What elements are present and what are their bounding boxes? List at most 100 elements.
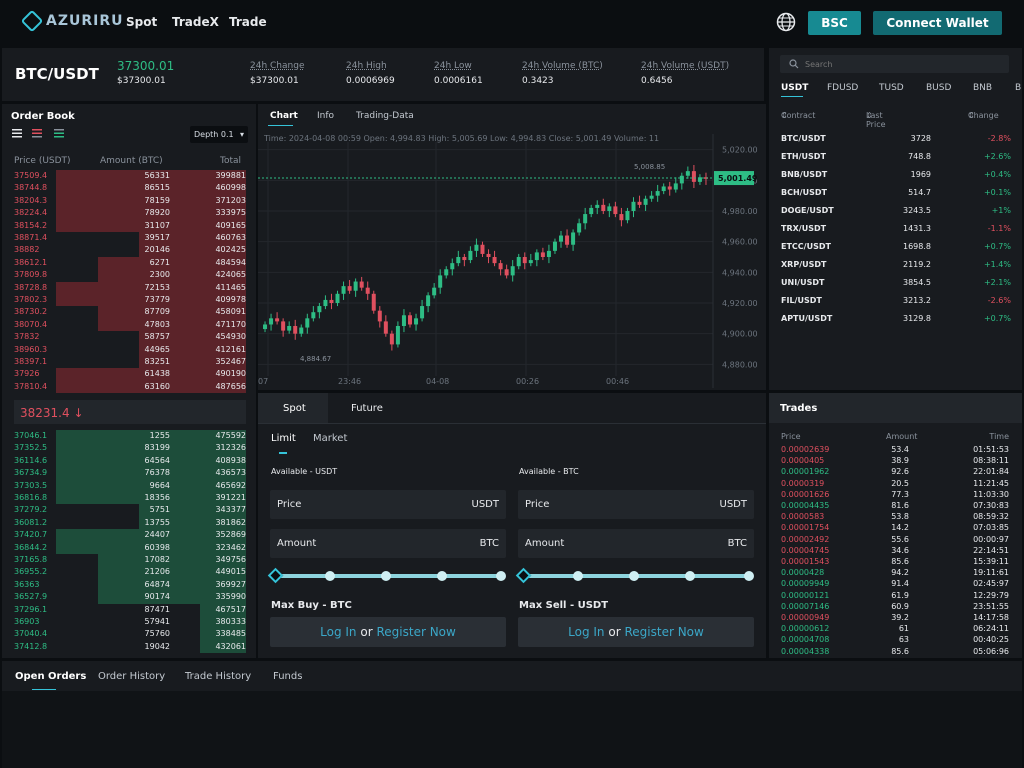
ask-price: 37832: [14, 332, 40, 342]
ask-row[interactable]: 38612.1 6271 484594: [14, 256, 246, 270]
bid-row[interactable]: 37296.1 87471 467517: [14, 603, 246, 616]
arrow-down-icon: ↓: [73, 406, 84, 420]
nav-tradex[interactable]: TradeX: [172, 15, 219, 29]
ask-row[interactable]: 37802.3 73779 409978: [14, 294, 246, 307]
sell-amount-field[interactable]: Amount BTC: [518, 529, 754, 558]
ask-row[interactable]: 38154.2 31107 409165: [14, 219, 246, 232]
sell-price-field[interactable]: Price USDT: [518, 490, 754, 519]
ask-row[interactable]: 38730.2 87709 458091: [14, 306, 246, 319]
buy-amount-field[interactable]: Amount BTC: [270, 529, 506, 558]
bid-row[interactable]: 37279.2 5751 343377: [14, 504, 246, 517]
bid-total: 369927: [215, 579, 246, 589]
ask-row[interactable]: 37810.4 63160 487656: [14, 380, 246, 394]
logo[interactable]: AZURIRU: [20, 9, 124, 33]
buy-percent-slider[interactable]: [267, 567, 506, 584]
bid-row[interactable]: 37412.8 19042 432061: [14, 640, 246, 654]
trade-time: 00:40:25: [973, 635, 1009, 645]
buy-price-field[interactable]: Price USDT: [270, 490, 506, 519]
tab-future[interactable]: Future: [351, 403, 383, 414]
tab-trade-history[interactable]: Trade History: [185, 671, 252, 682]
bids-view-icon[interactable]: [54, 129, 64, 138]
candle-body: [655, 191, 660, 196]
ask-row[interactable]: 38397.1 83251 352467: [14, 356, 246, 369]
candlestick-chart[interactable]: 5,020.005,000.004,980.004,960.004,940.00…: [258, 104, 766, 390]
login-link[interactable]: Log In: [568, 625, 605, 639]
ask-row[interactable]: 37809.8 2300 424065: [14, 269, 246, 282]
quote-tab-fdusd[interactable]: FDUSD: [827, 83, 859, 93]
register-link[interactable]: Register Now: [376, 625, 456, 639]
bid-row[interactable]: 36527.9 90174 335990: [14, 591, 246, 604]
ask-row[interactable]: 38744.8 86515 460998: [14, 182, 246, 195]
ask-row[interactable]: 38882 20146 402425: [14, 244, 246, 257]
tab-divider: [258, 423, 766, 424]
sell-login-register-button[interactable]: Log In or Register Now: [518, 617, 754, 647]
bid-row[interactable]: 37165.8 17082 349756: [14, 554, 246, 567]
bid-total: 449015: [215, 567, 246, 577]
trade-amount: 77.3: [891, 489, 909, 499]
connect-wallet-button[interactable]: Connect Wallet: [873, 11, 1002, 35]
bid-row[interactable]: 36903 57941 380333: [14, 616, 246, 629]
quote-tab-bnb[interactable]: BNB: [973, 83, 993, 93]
bid-row[interactable]: 36114.6 64564 408938: [14, 454, 246, 468]
quote-tab-busd[interactable]: BUSD: [926, 83, 952, 93]
candle-body: [432, 287, 437, 296]
trade-price: 0.00007146: [781, 601, 830, 611]
quote-tab-more[interactable]: B: [1015, 83, 1022, 93]
ask-price: 38070.4: [14, 319, 48, 329]
buy-login-register-button[interactable]: Log In or Register Now: [270, 617, 506, 647]
bid-row[interactable]: 36734.9 76378 436573: [14, 467, 246, 480]
depth-select[interactable]: Depth 0.1 ▾: [190, 126, 248, 143]
bid-amount: 9664: [149, 480, 170, 490]
ask-row[interactable]: 37509.4 56331 399881: [14, 170, 246, 183]
ask-depth-bar: [139, 343, 246, 356]
tab-market[interactable]: Market: [313, 433, 348, 444]
tab-open-orders[interactable]: Open Orders: [15, 671, 87, 682]
ask-row[interactable]: 37832 58757 454930: [14, 331, 246, 344]
bid-row[interactable]: 37046.1 1255 475592: [14, 430, 246, 443]
globe-icon[interactable]: [776, 12, 796, 32]
ask-total: 412161: [215, 344, 246, 354]
ask-amount: 39517: [144, 233, 170, 242]
tab-chart[interactable]: Chart: [270, 111, 298, 121]
candle-body: [287, 326, 292, 331]
last-price-label: 5,001.49: [718, 174, 758, 183]
network-button[interactable]: BSC: [808, 11, 861, 35]
bid-row[interactable]: 37303.5 9664 465692: [14, 479, 246, 492]
asks-view-icon[interactable]: [32, 129, 42, 138]
market-price: 3129.8: [903, 314, 931, 323]
ask-row[interactable]: 38204.3 78159 371203: [14, 194, 246, 208]
bid-row[interactable]: 36816.8 18356 391221: [14, 492, 246, 505]
register-link[interactable]: Register Now: [624, 625, 704, 639]
ask-row[interactable]: 37926 61438 490190: [14, 368, 246, 381]
ask-amount: 2300: [149, 270, 170, 280]
bid-row[interactable]: 37420.7 24407 352869: [14, 529, 246, 542]
bid-row[interactable]: 37352.5 83199 312326: [14, 442, 246, 455]
nav-trade[interactable]: Trade: [229, 15, 267, 29]
ask-total: 460998: [215, 183, 246, 193]
bid-row[interactable]: 37040.4 75760 338485: [14, 628, 246, 641]
tab-order-history[interactable]: Order History: [98, 671, 166, 682]
login-link[interactable]: Log In: [320, 625, 357, 639]
quote-tab-usdt[interactable]: USDT: [781, 83, 809, 93]
tab-funds[interactable]: Funds: [273, 671, 303, 682]
tab-trading-data[interactable]: Trading-Data: [356, 111, 414, 121]
quote-tab-tusd[interactable]: TUSD: [879, 83, 904, 93]
search-input[interactable]: [780, 55, 1009, 73]
tab-spot[interactable]: Spot: [283, 403, 306, 414]
nav-spot[interactable]: Spot: [126, 15, 158, 29]
candle-body: [540, 252, 545, 257]
bid-row[interactable]: 36363 64874 369927: [14, 578, 246, 592]
bid-row[interactable]: 36844.2 60398 323462: [14, 541, 246, 554]
bid-row[interactable]: 36081.2 13755 381862: [14, 516, 246, 530]
ask-row[interactable]: 38224.4 78920 333975: [14, 207, 246, 220]
sell-percent-slider[interactable]: [515, 567, 754, 584]
ask-row[interactable]: 38728.8 72153 411465: [14, 281, 246, 294]
ask-row[interactable]: 38871.4 39517 460763: [14, 232, 246, 245]
bid-row[interactable]: 36955.2 21206 449015: [14, 566, 246, 579]
both-sides-view-icon[interactable]: [12, 129, 22, 138]
tab-limit[interactable]: Limit: [271, 433, 296, 444]
ask-row[interactable]: 38070.4 47803 471170: [14, 318, 246, 332]
market-price: 514.7: [908, 188, 931, 197]
ask-row[interactable]: 38960.3 44965 412161: [14, 343, 246, 356]
tab-info[interactable]: Info: [317, 111, 335, 121]
